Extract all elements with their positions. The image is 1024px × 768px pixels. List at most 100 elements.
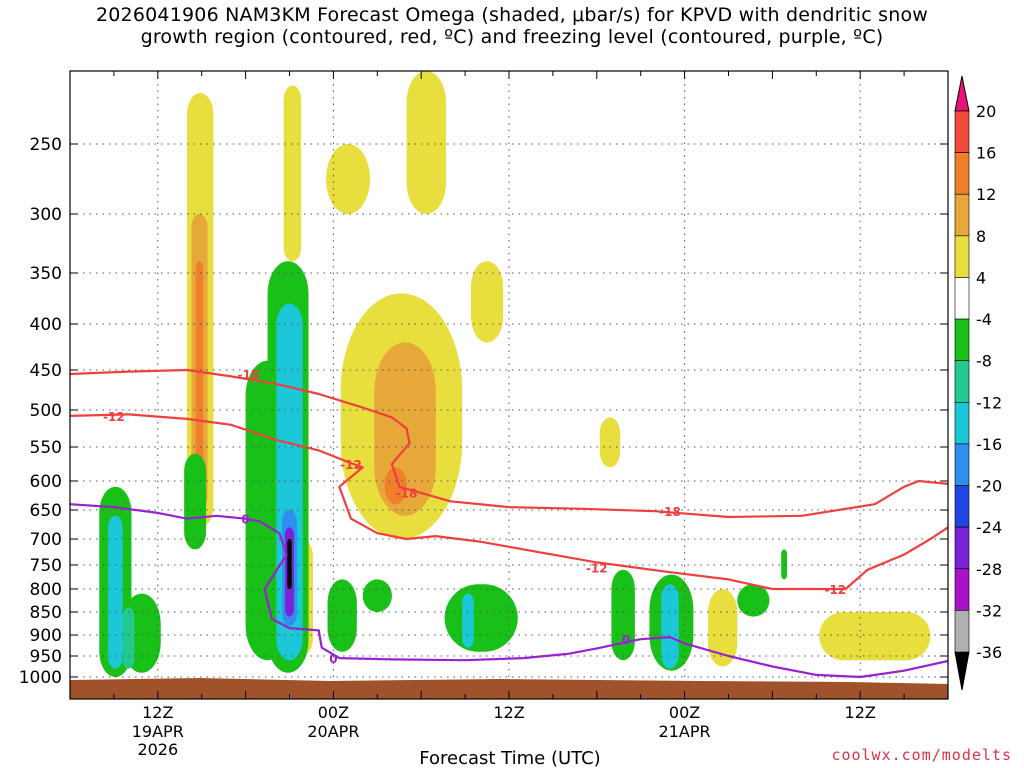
contour-label: -12 xyxy=(586,561,608,575)
contour-label: -18 xyxy=(238,368,260,382)
y-tick-label: 400 xyxy=(30,315,62,335)
omega-cell xyxy=(781,549,788,580)
omega-cell xyxy=(122,607,135,669)
colorbar-box xyxy=(954,235,970,278)
colorbar-box xyxy=(954,318,970,361)
colorbar-label: -12 xyxy=(976,393,1002,412)
contour-layer xyxy=(70,368,948,679)
colorbar-box xyxy=(954,568,970,611)
y-tick-label: 350 xyxy=(30,264,62,284)
omega-shading-layer xyxy=(99,71,931,677)
omega-cell xyxy=(287,539,292,589)
colorbar-label: -20 xyxy=(976,477,1002,496)
x-tick-year: 2026 xyxy=(137,740,178,759)
omega-cell xyxy=(470,261,504,343)
colorbar-box xyxy=(954,443,970,486)
colorbar-box xyxy=(954,110,970,153)
colorbar-box xyxy=(954,402,970,445)
colorbar-box xyxy=(954,193,970,237)
y-tick-label: 1000 xyxy=(19,668,62,688)
y-tick-label: 550 xyxy=(30,438,62,458)
colorbar-top-triangle xyxy=(954,75,970,112)
y-tick-label: 500 xyxy=(30,401,62,421)
contour-label: -18 xyxy=(659,505,681,519)
omega-cell xyxy=(362,579,392,612)
colorbar-box xyxy=(954,610,970,653)
colorbar-label: -36 xyxy=(976,643,1002,662)
omega-cell xyxy=(661,584,679,669)
colorbar-label: -24 xyxy=(976,518,1002,537)
site-credit: coolwx.com/modelts xyxy=(831,746,1012,764)
colorbar-label: -16 xyxy=(976,435,1002,454)
omega-cell xyxy=(819,612,931,661)
omega-cell xyxy=(406,71,447,214)
y-tick-label: 300 xyxy=(30,205,62,225)
y-tick-label: 600 xyxy=(30,472,62,492)
contour-label: -12 xyxy=(103,410,125,424)
y-tick-label: 850 xyxy=(30,603,62,623)
y-tick-label: 900 xyxy=(30,626,62,646)
colorbar-box xyxy=(954,485,970,528)
y-tick-label: 650 xyxy=(30,501,62,521)
colorbar-label: 4 xyxy=(976,268,986,287)
colorbar-bottom-triangle xyxy=(954,651,970,691)
omega-cell xyxy=(195,261,204,499)
colorbar-box xyxy=(954,526,970,570)
x-tick-label: 12Z xyxy=(493,703,524,722)
colorbar-label: -32 xyxy=(976,601,1002,620)
contour-label: -12 xyxy=(340,458,362,472)
omega-cell xyxy=(327,579,357,652)
contour-line xyxy=(70,503,948,679)
contour-label-layer: -18 -12 -12 -18 -18 -12 -12 0 0 0 xyxy=(103,368,846,666)
contour-label: 0 xyxy=(622,633,630,647)
x-tick-date: 21APR xyxy=(659,722,711,741)
omega-cell xyxy=(326,144,370,214)
colorbar-box xyxy=(954,277,970,320)
omega-cell xyxy=(462,593,474,648)
contour-line xyxy=(70,413,948,591)
y-tick-label: 750 xyxy=(30,556,62,576)
omega-cell xyxy=(444,584,518,652)
y-tick-label: 250 xyxy=(30,135,62,155)
omega-cell xyxy=(599,417,621,468)
y-tick-label: 950 xyxy=(30,647,62,667)
omega-cell xyxy=(708,589,738,667)
omega-cell xyxy=(384,467,407,505)
omega-cell xyxy=(108,515,123,669)
chart-title: 2026041906 NAM3KM Forecast Omega (shaded… xyxy=(0,4,1024,48)
colorbar-label: 20 xyxy=(976,102,996,121)
omega-cell xyxy=(198,602,223,669)
colorbar-box xyxy=(954,152,970,195)
ground-surface xyxy=(70,678,948,699)
x-tick-label: 12Z xyxy=(142,703,173,722)
y-tick-label: 700 xyxy=(30,530,62,550)
y-tick-label: 450 xyxy=(30,361,62,381)
colorbar-label: 16 xyxy=(976,144,996,163)
colorbar-box xyxy=(954,360,970,403)
chart-title-line2: growth region (contoured, red, ºC) and f… xyxy=(140,26,884,48)
x-axis-label: Forecast Time (UTC) xyxy=(419,748,600,768)
omega-cell xyxy=(611,569,635,661)
grid-lines xyxy=(70,71,948,699)
colorbar-label: -8 xyxy=(976,352,992,371)
x-tick-label: 12Z xyxy=(845,703,876,722)
contour-line xyxy=(70,368,948,519)
x-tick-date: 20APR xyxy=(307,722,359,741)
contour-label: -12 xyxy=(824,583,846,597)
y-axis: 250 300 350 400 450 500 550 600 650 700 750 800 850 9… xyxy=(19,135,948,688)
colorbar-label: 8 xyxy=(976,227,986,246)
y-tick-label: 800 xyxy=(30,580,62,600)
contour-label: 0 xyxy=(241,513,249,527)
omega-cell xyxy=(283,85,302,262)
colorbar-label: -28 xyxy=(976,560,1002,579)
omega-cell xyxy=(737,584,770,617)
colorbar-label: 12 xyxy=(976,185,996,204)
colorbar: 20 16 12 8 4 -4 -8 -12 -16 -20 -24 -28 -32 -36 xyxy=(954,75,1002,691)
colorbar-label: -4 xyxy=(976,310,992,329)
x-tick-label: 00Z xyxy=(669,703,700,722)
x-tick-label: 00Z xyxy=(318,703,349,722)
contour-label: 0 xyxy=(329,652,337,666)
contour-label: -18 xyxy=(396,487,418,501)
x-tick-date: 19APR xyxy=(132,722,184,741)
